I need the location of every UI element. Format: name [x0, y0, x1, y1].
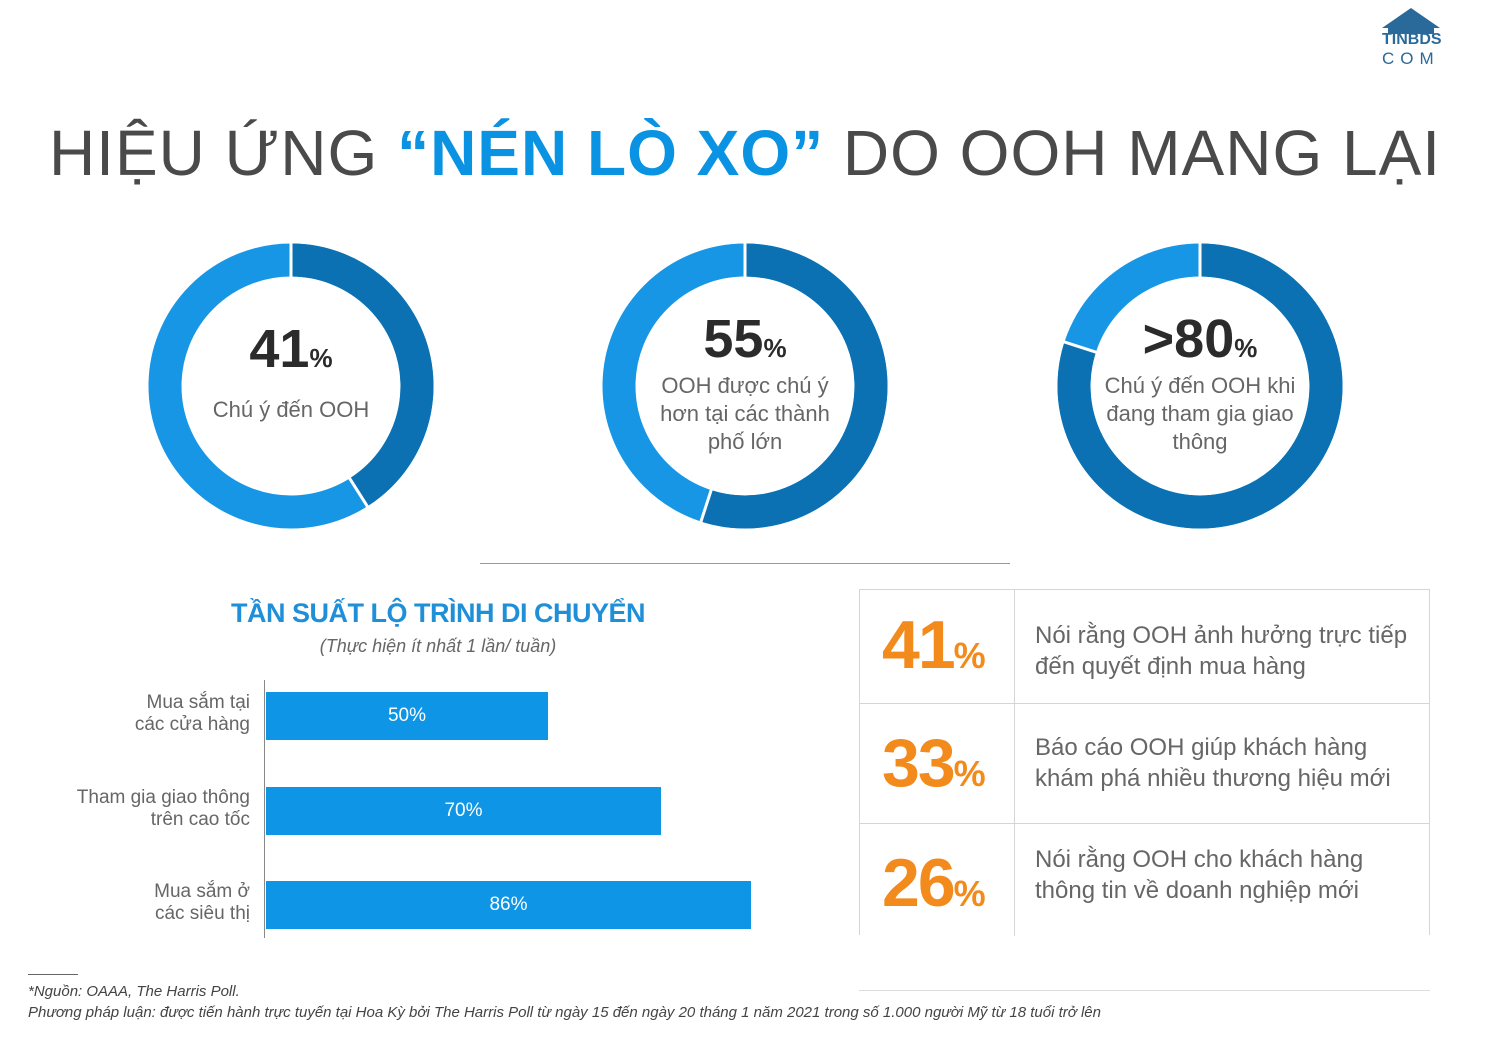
title-part1: HIỆU ỨNG	[48, 117, 398, 189]
donut-value-2: 55%	[703, 309, 787, 369]
stat-number-1: 41%	[882, 607, 986, 683]
section-divider	[480, 563, 1010, 564]
footnote-line	[28, 974, 78, 975]
donut-ring-2	[602, 242, 888, 529]
donut-value-3: >80%	[1142, 309, 1258, 369]
footer-source: *Nguồn: OAAA, The Harris Poll.	[28, 983, 240, 1000]
title-part2: DO OOH MANG LẠI	[824, 117, 1442, 189]
bar-3	[266, 881, 751, 929]
stat-row-3: 26% Nói rằng OOH cho khách hàng thông tin…	[860, 823, 1429, 936]
bar-value-label-1: 50%	[387, 705, 427, 726]
donut-chart-1: 41% Chú ý đến OOH	[141, 236, 441, 536]
donut-desc-1: Chú ý đến OOH	[212, 397, 370, 422]
stat-number-cell-3: 26%	[860, 824, 1015, 936]
bar-category-label-1: Mua sắm tại các cửa hàng	[134, 692, 250, 735]
title-highlight: “NÉN LÒ XO”	[397, 117, 825, 189]
footer-rule	[859, 990, 1430, 991]
bar-category-label-3: Mua sắm ở các siêu thị	[154, 881, 250, 924]
brand-logo: TINBDS COM	[1378, 6, 1444, 68]
donut-value-1: 41%	[249, 319, 333, 379]
house-icon	[1382, 8, 1440, 34]
stats-table: 41% Nói rằng OOH ảnh hưởng trực tiếp đến …	[859, 589, 1430, 936]
stat-number-cell-1: 41%	[860, 590, 1015, 703]
donut-ring-3	[1057, 242, 1343, 529]
footer-methodology: Phương pháp luận: được tiến hành trực tu…	[28, 1004, 1101, 1021]
stat-row-1: 41% Nói rằng OOH ảnh hưởng trực tiếp đến …	[860, 590, 1429, 703]
stat-text-1: Nói rằng OOH ảnh hưởng trực tiếp đến quyế…	[1035, 622, 1408, 680]
bar-2	[266, 787, 661, 835]
donut-chart-2: 55% OOH được chú ý hơn tại các thành phố…	[595, 236, 895, 536]
logo-text-line2: COM	[1382, 49, 1440, 68]
bar-category-label-2: Tham gia giao thông trên cao tốc	[76, 787, 250, 830]
donut-separator-2-2	[699, 488, 713, 523]
donut-chart-3: >80% Chú ý đến OOH khi đang tham gia gia…	[1050, 236, 1350, 536]
donut-separator-1-2	[347, 476, 370, 508]
donut-separator-3-2	[1063, 340, 1098, 354]
logo-text-line1: TINBDS	[1382, 31, 1442, 48]
bar-1	[266, 692, 548, 740]
bar-value-label-2: 70%	[444, 800, 483, 821]
bar-value-label-3: 86%	[489, 894, 528, 915]
stat-number-cell-2: 33%	[860, 704, 1015, 823]
stat-number-2: 33%	[882, 725, 986, 801]
donut-ring-1	[148, 242, 434, 529]
bar-chart-axis	[264, 680, 265, 938]
bar-chart-title: TẦN SUẤT LỘ TRÌNH DI CHUYỂN	[231, 598, 646, 628]
bar-chart-subtitle: (Thực hiện ít nhất 1 lần/ tuần)	[319, 636, 557, 656]
stat-text-2: Báo cáo OOH giúp khách hàng khám phá nhiề…	[1035, 734, 1391, 792]
stat-row-2: 33% Báo cáo OOH giúp khách hàng khám phá …	[860, 703, 1429, 823]
donut-desc-2: OOH được chú ý hơn tại các thành phố lớn	[660, 373, 830, 454]
donut-desc-3: Chú ý đến OOH khi đang tham gia giao thô…	[1104, 373, 1296, 454]
page-title: HIỆU ỨNG “NÉN LÒ XO” DO OOH MANG LẠI	[0, 116, 1490, 190]
stat-text-3: Nói rằng OOH cho khách hàng thông tin về …	[1035, 846, 1364, 904]
stat-number-3: 26%	[882, 845, 986, 921]
